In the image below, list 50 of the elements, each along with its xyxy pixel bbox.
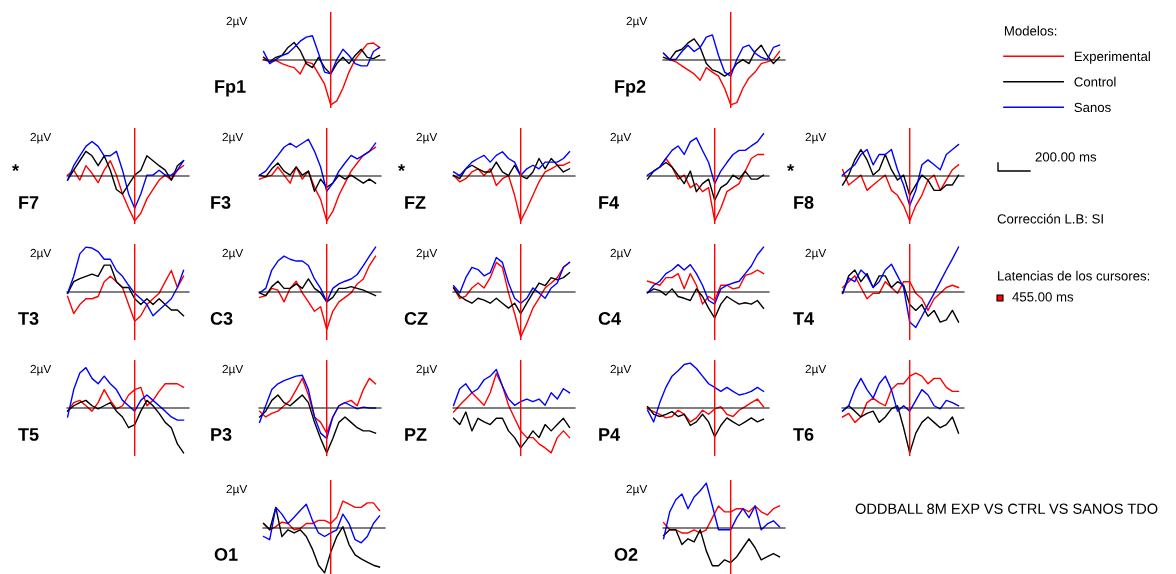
text: Corrección L.B: SI xyxy=(997,213,1103,224)
y-axis-title: 2µV xyxy=(30,364,52,376)
text: CZ xyxy=(404,312,428,325)
y-axis-title: 2µV xyxy=(610,364,632,376)
text: P4 xyxy=(599,428,620,441)
text: 455.00 ms xyxy=(1012,292,1074,302)
legend-label: Experimental xyxy=(1074,51,1150,64)
text: C4 xyxy=(598,312,621,325)
y-axis-title: 2µV xyxy=(610,132,632,144)
text: P3 xyxy=(211,428,232,441)
y-axis-title: 2µV xyxy=(416,364,438,376)
text: * xyxy=(398,164,406,171)
text: Latencias de los cursores: xyxy=(998,270,1150,281)
text: F3 xyxy=(211,196,231,209)
y-axis-title: 2µV xyxy=(416,132,438,144)
y-axis-title: 2µV xyxy=(805,132,827,144)
text: Fp2 xyxy=(615,80,646,97)
text: Fp1 xyxy=(215,80,246,97)
text: * xyxy=(12,164,20,171)
text: FZ xyxy=(405,196,426,209)
y-axis-title: 2µV xyxy=(226,484,248,496)
y-axis-title: 2µV xyxy=(626,484,648,496)
text: T4 xyxy=(793,312,814,325)
text: ODDBALL 8M EXP VS CTRL VS SANOS TDO xyxy=(855,503,1158,514)
y-axis-title: 2µV xyxy=(30,132,52,144)
y-axis-title: 2µV xyxy=(226,16,248,28)
y-axis-title: 2µV xyxy=(222,364,244,376)
text: C3 xyxy=(210,312,233,325)
text: T6 xyxy=(793,428,814,441)
text: 200.00 ms xyxy=(1035,152,1097,162)
y-axis-title: 2µV xyxy=(805,364,827,376)
y-axis-title: 2µV xyxy=(222,248,244,260)
text: T5 xyxy=(18,428,39,441)
y-axis-title: 2µV xyxy=(626,16,648,28)
legend-label: Control xyxy=(1074,76,1116,87)
y-axis-title: 2µV xyxy=(30,248,52,260)
legend-label: Sanos xyxy=(1074,102,1111,113)
text: T3 xyxy=(18,312,39,325)
y-axis-title: 2µV xyxy=(805,248,827,260)
text: F4 xyxy=(599,196,619,209)
text: O1 xyxy=(214,548,238,561)
y-axis-title: 2µV xyxy=(222,132,244,144)
text: F7 xyxy=(19,196,39,209)
text: * xyxy=(787,164,795,171)
y-axis-title: 2µV xyxy=(610,248,632,260)
text: O2 xyxy=(614,548,638,561)
text: PZ xyxy=(405,428,427,441)
text: F8 xyxy=(794,196,814,209)
legend-title: Modelos: xyxy=(1004,25,1057,36)
y-axis-title: 2µV xyxy=(416,248,438,260)
